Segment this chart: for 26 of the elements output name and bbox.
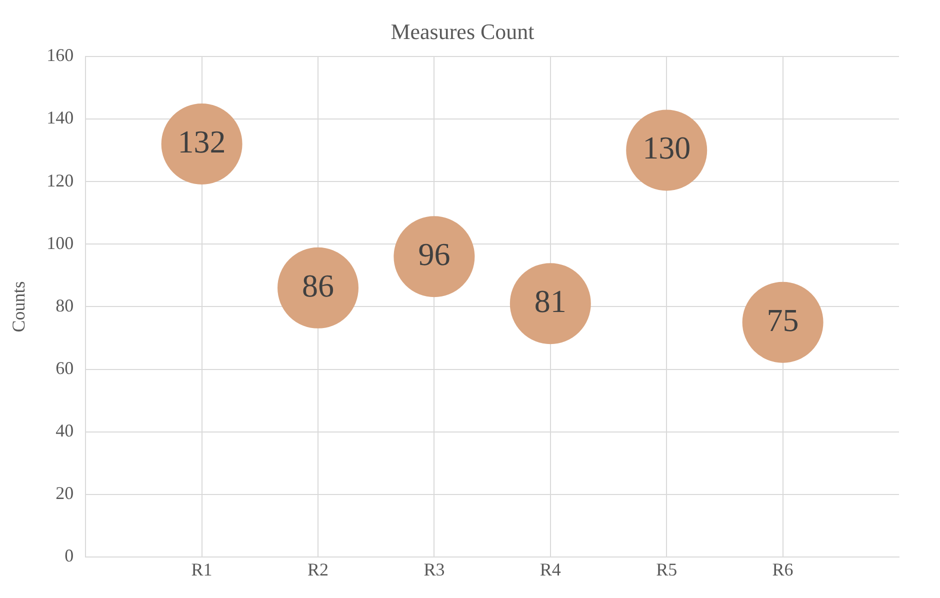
data-label: 75 bbox=[766, 302, 799, 338]
y-tick-label: 0 bbox=[64, 546, 74, 566]
x-tick-label: R1 bbox=[191, 560, 212, 580]
y-axis-title: Counts bbox=[8, 281, 29, 332]
y-tick-label: 120 bbox=[46, 170, 74, 190]
x-tick-label: R2 bbox=[307, 560, 329, 580]
x-tick-label: R4 bbox=[540, 560, 561, 580]
y-tick-label: 80 bbox=[56, 295, 74, 316]
point bbox=[742, 282, 824, 363]
point bbox=[510, 263, 591, 344]
data-label: 132 bbox=[178, 123, 226, 160]
y-tick-label: 20 bbox=[56, 483, 74, 504]
data-label: 81 bbox=[534, 282, 566, 319]
x-tick-label: R3 bbox=[424, 560, 445, 580]
data-label: 130 bbox=[642, 130, 691, 166]
chart-title: Measures Count bbox=[390, 18, 534, 44]
x-tick-label: R5 bbox=[656, 560, 678, 580]
y-tick-label: 100 bbox=[46, 232, 74, 253]
y-tick-label: 60 bbox=[56, 358, 74, 378]
y-tick-label: 140 bbox=[46, 108, 74, 128]
x-tick-label: R6 bbox=[772, 560, 794, 580]
data-label: 86 bbox=[302, 267, 334, 304]
y-tick-label: 160 bbox=[46, 45, 74, 66]
data-label: 96 bbox=[418, 236, 450, 272]
y-tick-label: 40 bbox=[56, 420, 74, 441]
point bbox=[278, 247, 358, 328]
